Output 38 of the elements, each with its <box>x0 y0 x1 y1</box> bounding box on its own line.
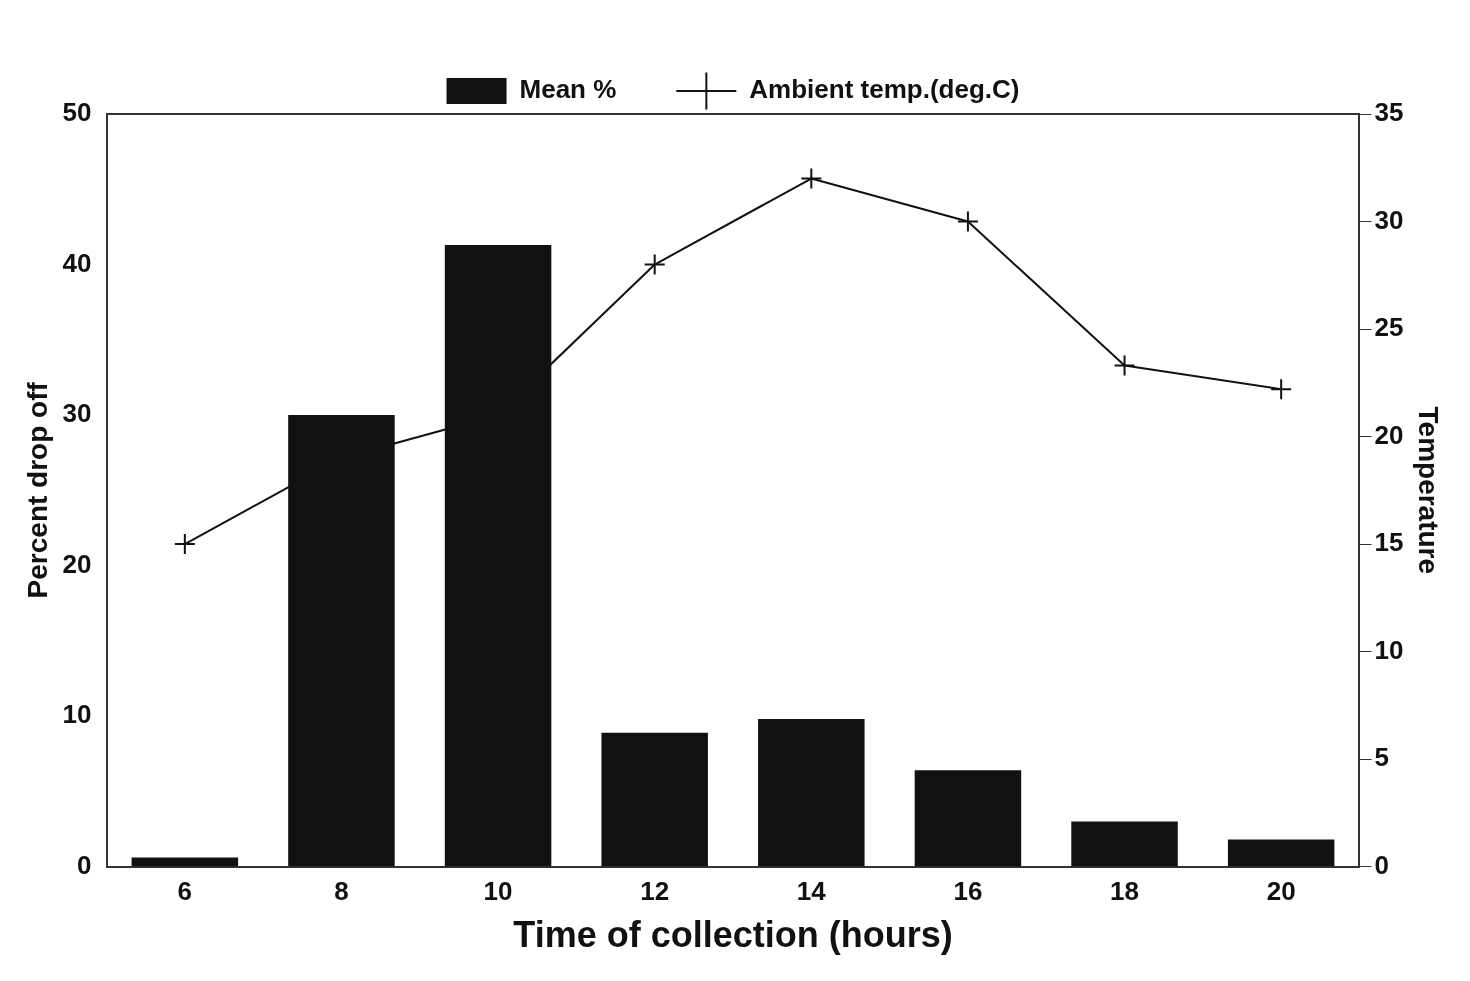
y-axis-title: Percent drop off <box>21 381 53 599</box>
y-tick-label: 40 <box>62 247 92 278</box>
y-tick-label: 30 <box>62 398 92 429</box>
x-tick-label: 12 <box>640 876 670 907</box>
x-tick-label: 14 <box>796 876 827 907</box>
point <box>800 167 823 190</box>
point <box>173 533 196 556</box>
bar <box>914 770 1022 867</box>
y-tick-label: 0 <box>77 849 92 880</box>
bar <box>1227 839 1335 867</box>
bar <box>758 719 865 867</box>
y2-tick-label: 20 <box>1374 419 1404 450</box>
y2-tick-label: 30 <box>1374 204 1404 235</box>
y2-tick-label: 25 <box>1374 312 1404 343</box>
point <box>1113 354 1136 377</box>
bar <box>1071 821 1178 867</box>
bar <box>601 732 708 867</box>
y2-tick-label: 5 <box>1374 742 1389 773</box>
x-tick-label: 6 <box>177 876 193 907</box>
point <box>956 210 979 233</box>
y2-tick-label: 0 <box>1374 849 1389 880</box>
legend-label: Mean % <box>519 74 617 105</box>
y2-tick-label: 35 <box>1374 97 1404 128</box>
y-tick-label: 10 <box>62 699 92 730</box>
point <box>1270 378 1293 401</box>
y2-axis-title: Temperature <box>1413 406 1445 575</box>
point <box>643 253 666 276</box>
y-tick-label: 20 <box>62 548 92 579</box>
x-tick-label: 20 <box>1266 876 1296 907</box>
x-tick-label: 16 <box>953 876 983 907</box>
x-tick-label: 8 <box>334 876 349 907</box>
x-tick-label: 18 <box>1110 876 1140 907</box>
y2-tick-label: 10 <box>1374 634 1404 665</box>
x-tick-label: 10 <box>483 876 513 907</box>
y2-tick-label: 15 <box>1374 527 1404 558</box>
x-axis-title: Time of collection (hours) <box>513 914 953 956</box>
y-tick-label: 50 <box>62 97 92 128</box>
legend-label: Ambient temp.(deg.C) <box>749 74 1020 105</box>
